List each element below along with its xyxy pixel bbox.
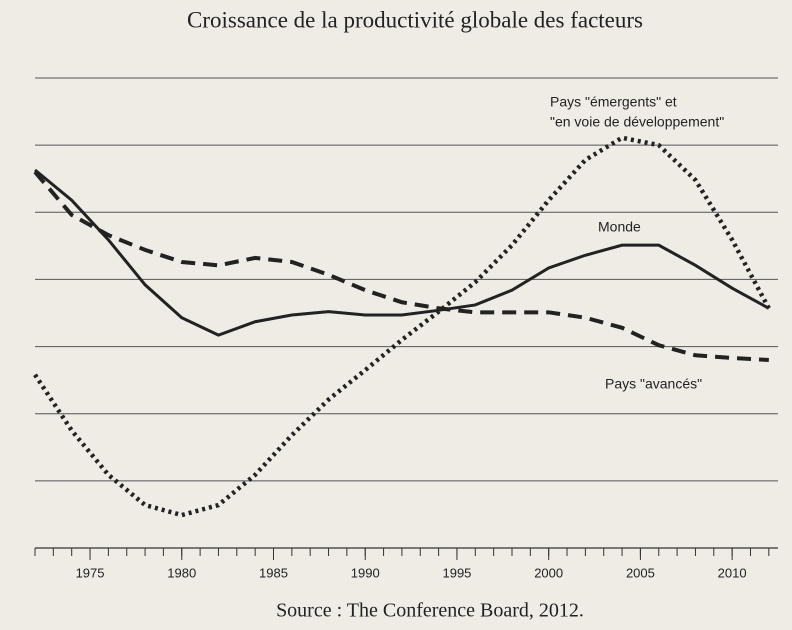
x-tick-label: 1985 — [259, 565, 288, 580]
x-tick-label: 2010 — [718, 565, 747, 580]
series-label: Monde — [598, 219, 641, 235]
x-tick-label: 1980 — [167, 565, 196, 580]
x-tick-label: 1995 — [442, 565, 471, 580]
chart-title: Croissance de la productivité globale de… — [187, 7, 643, 32]
series-line — [33, 135, 771, 518]
series-label: Pays "émergents" et — [550, 94, 677, 110]
x-tick-label: 2005 — [626, 565, 655, 580]
x-tick-label: 2000 — [534, 565, 563, 580]
series-line — [34, 168, 770, 337]
source: Source : The Conference Board, 2012. — [276, 600, 584, 622]
x-tick-label: 1975 — [76, 565, 105, 580]
series-line — [33, 170, 769, 362]
series-label: "en voie de développement" — [550, 114, 724, 130]
x-tick-label: 1990 — [351, 565, 380, 580]
series-label: Pays "avancés" — [605, 376, 702, 392]
